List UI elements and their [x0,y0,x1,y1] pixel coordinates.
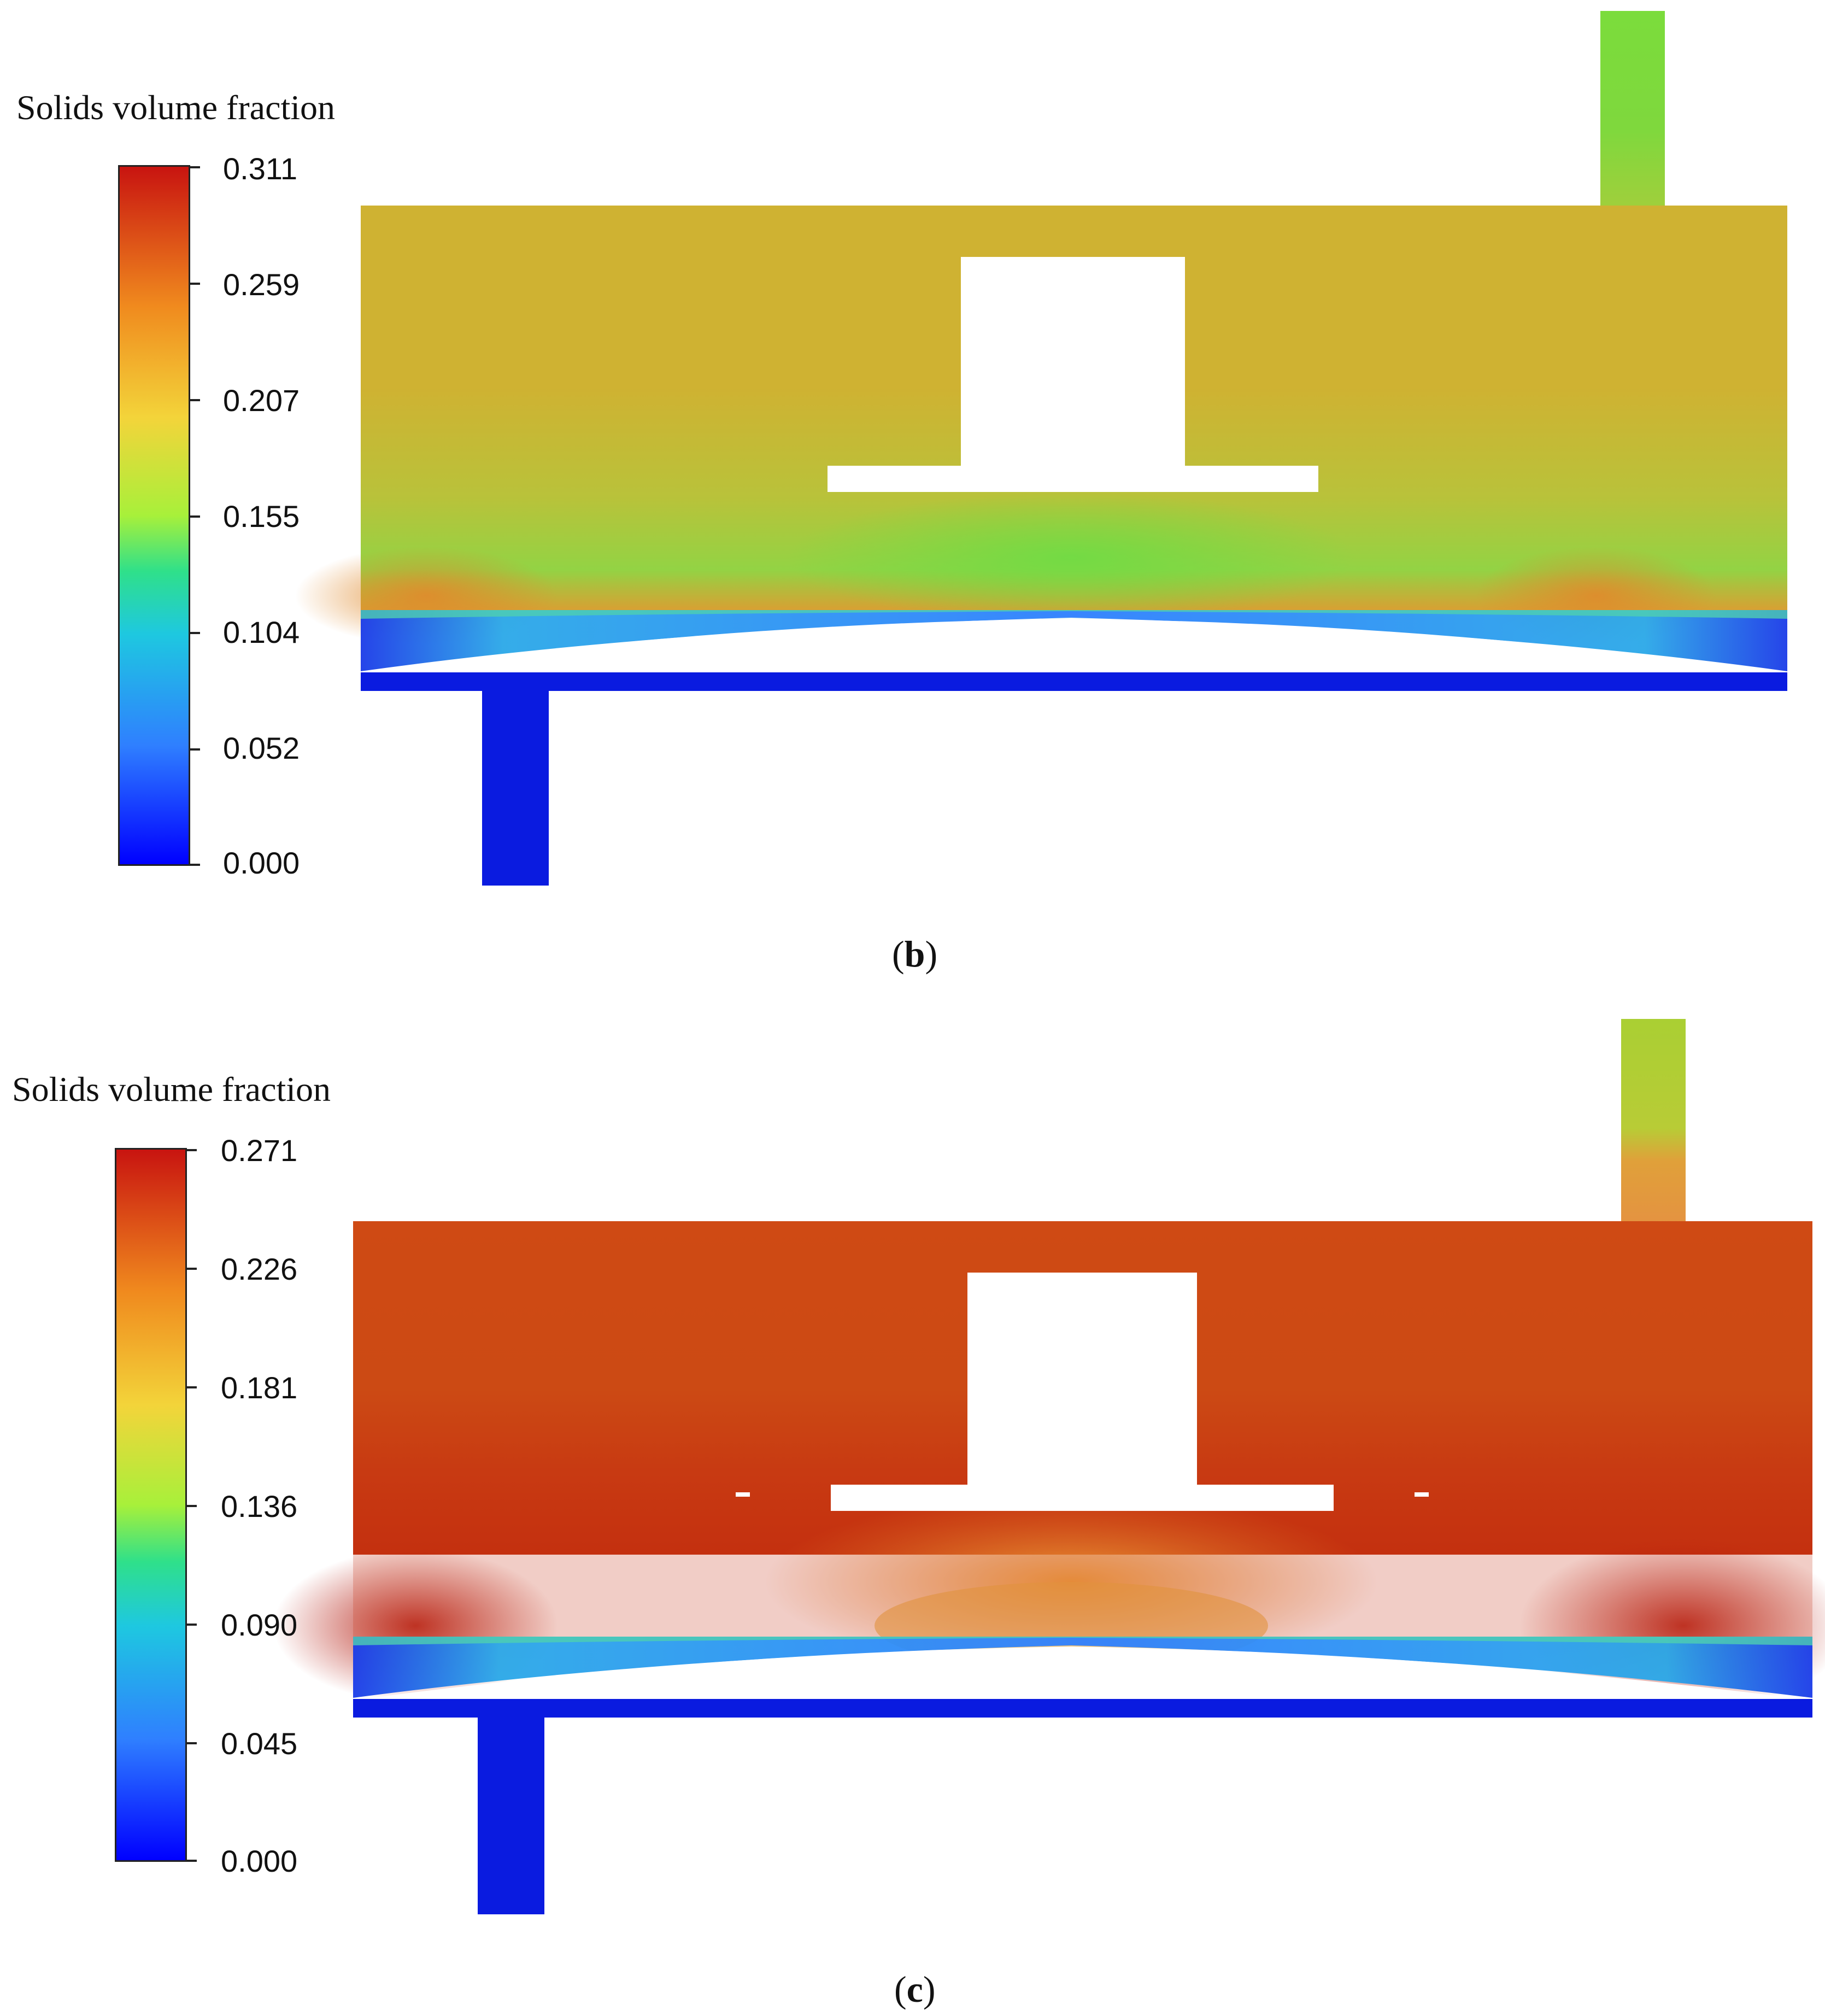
colorbar [115,1148,187,1862]
tick-label: 0.104 [223,615,300,649]
tick [190,632,200,634]
tick [190,515,200,518]
obstacle-stem-b [961,257,1185,467]
legend-title: Solids volume fraction [16,88,336,127]
obstacle-plate-b [828,466,1318,492]
tick [190,283,200,285]
contour-plot-c [273,1019,1825,1914]
panel-b: Solids volume fraction 0.311 0.259 0.207… [16,11,1787,975]
colorbar [118,165,190,866]
distributor-band-c [353,1637,1812,1698]
tick-label: 0.181 [221,1370,298,1405]
contour-plot-b [295,11,1787,886]
tick-label: 0.311 [223,151,297,186]
tick-label: 0.000 [223,846,300,880]
inlet-pipe-b [482,691,549,886]
caption-c: (c) [894,1968,936,2010]
bottom-plate-c [353,1699,1812,1718]
outlet-pipe-b [1600,11,1665,208]
tick-label: 0.271 [221,1133,298,1168]
tick [187,1624,197,1626]
bottom-plate-b [361,672,1787,691]
tick-label: 0.226 [221,1252,298,1286]
dome-gap-b [372,619,1776,672]
tick [190,864,200,866]
tick [187,1268,197,1270]
tick-label: 0.045 [221,1726,298,1761]
tick-label: 0.207 [223,383,300,418]
tick-label: 0.052 [223,731,300,765]
tick [187,1742,197,1744]
caption-b: (b) [892,933,938,975]
dome-gap-c [364,1646,1801,1699]
tick [190,166,200,168]
tick [187,1149,197,1151]
distributor-band-b [361,610,1787,671]
tick-label: 0.136 [221,1489,298,1523]
tick [187,1386,197,1388]
panel-c: Solids volume fraction 0.271 0.226 0.181… [0,1008,1825,2016]
obstacle-plate-c [831,1485,1334,1511]
tick-label: 0.259 [223,267,300,302]
tick [187,1505,197,1507]
tick-label: 0.090 [221,1608,298,1642]
tick [190,399,200,401]
outlet-pipe-c [1621,1019,1686,1238]
tick-label: 0.000 [221,1844,298,1878]
tick-label: 0.155 [223,499,300,534]
inlet-pipe-c [478,1718,544,1914]
legend-title: Solids volume fraction [12,1070,331,1109]
tick [190,748,200,751]
tick [187,1860,197,1862]
obstacle-stem-c [967,1273,1197,1486]
